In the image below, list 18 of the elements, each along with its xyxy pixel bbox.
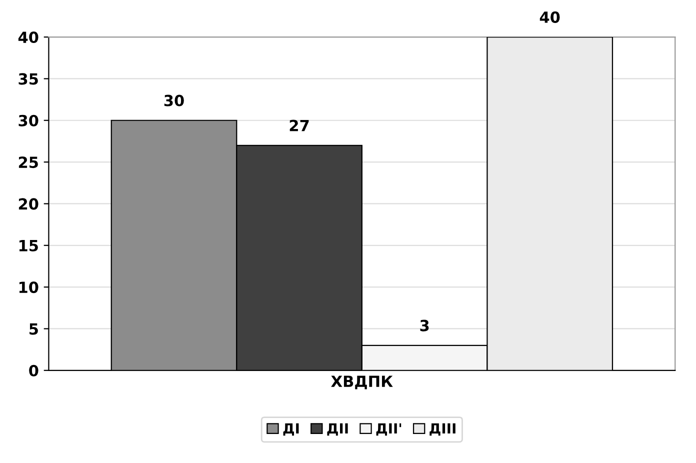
data-label: 30 bbox=[164, 94, 184, 106]
y-tick-label: 0 bbox=[29, 364, 38, 376]
y-tick-label: 30 bbox=[18, 114, 38, 126]
y-tick-label: 25 bbox=[18, 156, 38, 168]
y-tick-label: 10 bbox=[19, 282, 38, 294]
y-tick-label: 20 bbox=[18, 198, 38, 210]
legend-label: ДІІІ bbox=[430, 423, 456, 436]
legend-label: ДІ bbox=[283, 423, 299, 436]
x-tick-label: ХВДПК bbox=[331, 376, 393, 390]
y-tick-label: 5 bbox=[30, 323, 38, 335]
legend-label: ДІІ' bbox=[376, 423, 402, 436]
data-label: 40 bbox=[540, 11, 560, 23]
legend-label: ДІІ bbox=[327, 423, 348, 436]
y-tick-label: 40 bbox=[18, 32, 38, 44]
y-tick-label: 35 bbox=[18, 73, 38, 85]
data-label: 27 bbox=[290, 120, 309, 132]
data-label: 3 bbox=[420, 320, 429, 332]
y-tick-label: 15 bbox=[19, 240, 38, 252]
